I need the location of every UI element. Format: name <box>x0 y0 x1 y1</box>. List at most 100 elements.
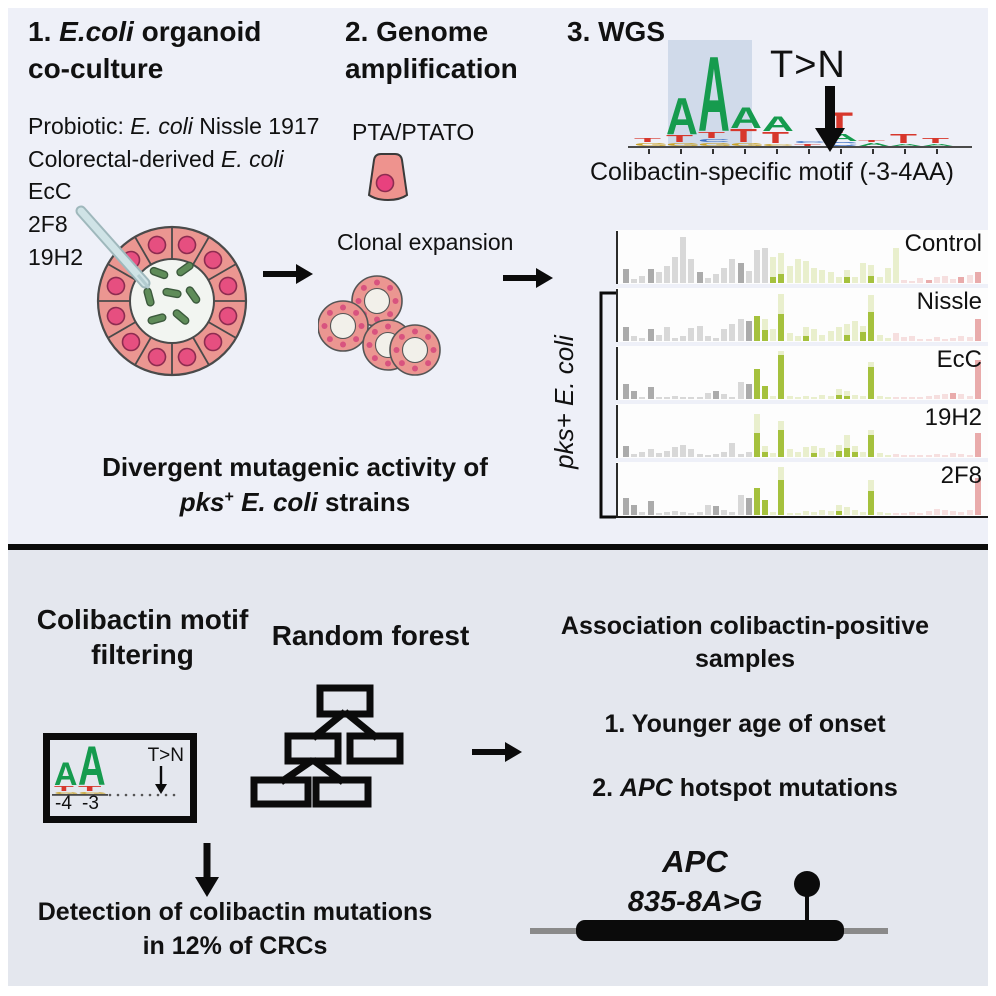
step1-gene-italic: E.coli <box>59 16 134 47</box>
mutation-spectra-panels: Control Nissle EcC 19H2 2F8 <box>616 230 988 520</box>
spectrum-bar <box>680 397 687 399</box>
spectrum-bar <box>770 512 777 515</box>
spectrum-bar <box>762 318 769 331</box>
spectrum-panel-control: Control <box>616 230 988 284</box>
spectrum-bar <box>827 511 834 515</box>
association-title: Association colibactin-positive samples <box>540 610 950 675</box>
spectrum-bar <box>721 510 728 515</box>
spectrum-panel-19h2: 19H2 <box>616 404 988 458</box>
spectrum-bar <box>933 394 940 399</box>
panel-y-axis <box>616 289 618 342</box>
spectrum-bar <box>925 511 932 515</box>
spectrum-bar <box>958 394 965 399</box>
spectrum-bar <box>639 275 646 283</box>
association-item2: 2. APC hotspot mutations <box>540 772 950 805</box>
spectrum-bar <box>688 259 695 283</box>
spectrum-bar <box>753 374 760 399</box>
spectrum-bar <box>925 455 932 457</box>
small-arrow-down-icon <box>155 766 167 794</box>
spectrum-bar <box>868 312 875 341</box>
spectrum-bar <box>647 449 654 457</box>
spectrum-bar <box>647 268 654 283</box>
spectrum-bar <box>868 480 875 491</box>
spectrum-bar <box>663 326 670 341</box>
panel-label-2f8: 2F8 <box>940 462 982 489</box>
spectrum-bar <box>721 452 728 457</box>
step2-title: 2. Genome amplification <box>345 14 585 88</box>
logo-letter: C <box>826 141 858 147</box>
spectrum-bar <box>672 511 679 515</box>
spectrum-bar <box>860 332 867 341</box>
spectrum-bar <box>860 452 867 457</box>
probiotic-species: E. coli <box>130 113 193 139</box>
logo-letter: T <box>698 130 726 140</box>
spectrum-bar <box>663 396 670 399</box>
spectrum-bar <box>712 506 719 515</box>
spectrum-bar <box>737 453 744 457</box>
logo-letter: T <box>730 126 757 146</box>
spectrum-bar <box>901 280 908 283</box>
spectrum-bar <box>802 447 809 457</box>
spectrum-bar <box>786 396 793 399</box>
spectrum-bar <box>802 396 809 399</box>
spectrum-bar <box>909 280 916 283</box>
arrow-right-icon <box>263 264 313 284</box>
spectrum-bar <box>712 391 719 399</box>
spectrum-bar <box>704 392 711 399</box>
spectrum-bar <box>672 447 679 457</box>
spectrum-bar <box>802 326 809 337</box>
spectrum-bar <box>958 336 965 341</box>
position-label-minus3: -3 <box>82 793 99 814</box>
bacteria-icons <box>143 261 201 325</box>
strain-ecc: EcC <box>28 178 72 205</box>
spectrum-bar <box>876 335 883 341</box>
spectrum-bar <box>704 454 711 457</box>
item2-number: 2. <box>592 774 620 802</box>
microinjection-needle-icon <box>75 205 151 289</box>
spectrum-bar <box>974 319 981 341</box>
step3-title: 3. WGS <box>567 16 666 47</box>
arrow-right-icon <box>472 742 522 762</box>
spectrum-bar <box>623 383 629 399</box>
spectrum-bar <box>639 452 646 457</box>
spectrum-bar <box>933 509 940 515</box>
spectrum-bar <box>843 323 850 336</box>
spectrum-bar <box>950 453 957 457</box>
arrow-down-icon <box>195 843 219 897</box>
item2-rest: hotspot mutations <box>672 774 898 802</box>
logo-letter: A <box>922 143 954 146</box>
spectrum-bar <box>778 351 785 355</box>
spectrum-bar <box>884 454 891 457</box>
spectrum-bar <box>770 277 777 283</box>
panel-y-axis <box>616 405 618 458</box>
spectrum-bar <box>942 454 949 457</box>
apc-gene-name: APC <box>662 844 728 879</box>
spectrum-bar <box>631 391 638 399</box>
spectrum-bar <box>917 512 924 515</box>
filtering-title-line2: filtering <box>91 639 194 670</box>
spectrum-bar <box>655 453 662 457</box>
spectrum-bar <box>794 513 801 515</box>
step1-title-rest: organoid <box>133 16 262 47</box>
spectrum-bar <box>753 413 760 433</box>
spectrum-bar <box>917 278 924 283</box>
spectrum-bar <box>794 259 801 283</box>
logo-letter: A <box>826 132 858 143</box>
detection-line2: in 12% of CRCs <box>142 931 328 960</box>
spectrum-bar <box>753 250 760 283</box>
spectrum-bar <box>819 269 826 283</box>
spectrum-bar <box>696 397 703 399</box>
random-forest-title: Random forest <box>271 620 470 651</box>
spectrum-bar <box>843 269 850 278</box>
spectrum-bar <box>762 446 769 453</box>
spectrum-bar <box>770 256 777 278</box>
panel-label-19h2: 19H2 <box>924 404 982 431</box>
logo-letter: A <box>730 101 762 134</box>
spectrum-bar <box>966 395 973 399</box>
pks-italic: pks <box>179 487 225 518</box>
spectrum-bar <box>753 492 760 515</box>
organoid-cluster-illustration <box>318 275 441 376</box>
spectrum-bar <box>696 512 703 515</box>
spectrum-bar <box>786 266 793 283</box>
logo-letter: C <box>762 143 794 146</box>
